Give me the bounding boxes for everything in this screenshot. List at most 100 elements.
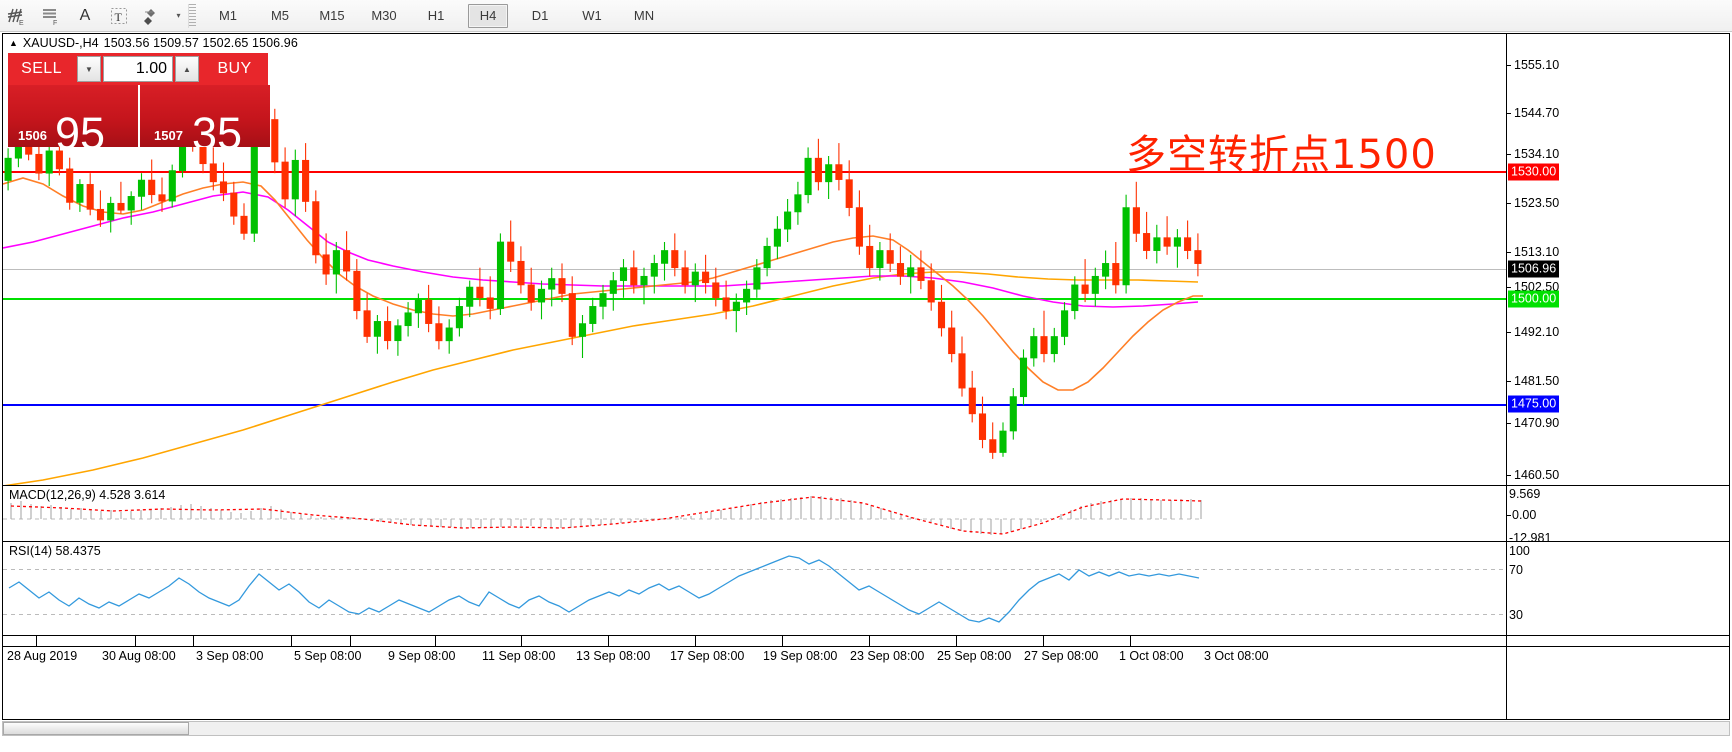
timeframe-d1[interactable]: D1 [531, 8, 549, 23]
rsi-axis[interactable]: 100 70 30 [1506, 542, 1729, 635]
price-pane[interactable]: 多空转折点1500 ▲ XAUUSD-,H4 1503.56 1509.57 1… [3, 34, 1729, 486]
bid-price-integer: 1506 [18, 128, 47, 143]
ask-price-integer: 1507 [154, 128, 183, 143]
volume-stepper[interactable]: ▼ 1.00 ▲ [75, 53, 201, 85]
price-tick: 1470.90 [1507, 416, 1559, 430]
sell-button[interactable]: SELL [8, 53, 75, 85]
volume-input[interactable]: 1.00 [103, 56, 173, 82]
time-label: 27 Sep 08:00 [1024, 649, 1099, 663]
timeframe-w1[interactable]: W1 [582, 8, 602, 23]
text-object-icon[interactable]: T [102, 1, 136, 30]
collapse-triangle-icon[interactable]: ▲ [9, 37, 18, 48]
macd-tick: 0.00 [1507, 508, 1536, 522]
time-separator [291, 636, 292, 647]
scrollbar-thumb[interactable] [3, 722, 189, 735]
time-separator [608, 636, 609, 647]
text-label-icon[interactable]: A [79, 6, 91, 24]
indicators-icon[interactable] [136, 1, 170, 30]
rsi-plot[interactable]: RSI(14) 58.4375 [3, 542, 1506, 635]
rsi-tick: 70 [1509, 563, 1523, 577]
main-toolbar: E F A T ▾ M1 M5 M15 M30 H1 H4 [0, 0, 1732, 32]
ma-slow-line [4, 271, 1199, 485]
svg-text:E: E [19, 20, 24, 27]
level-tag-1475[interactable]: 1475.00 [1508, 395, 1560, 413]
symbol-label: XAUUSD-,H4 [22, 36, 99, 50]
status-bar [0, 737, 1732, 752]
time-label: 30 Aug 08:00 [102, 649, 176, 663]
time-separator [1130, 636, 1131, 647]
horizontal-scrollbar[interactable] [2, 721, 1730, 736]
macd-tick: -12.981 [1509, 531, 1552, 542]
support-line-1475[interactable] [3, 404, 1506, 406]
bid-price-display[interactable]: 1506 95 [8, 85, 138, 147]
time-label: 1 Oct 08:00 [1119, 649, 1184, 663]
dropdown-arrow-icon[interactable]: ▾ [176, 11, 181, 20]
time-separator [350, 636, 351, 647]
bid-price-decimals: 95 [55, 108, 106, 147]
volume-increase-button[interactable]: ▲ [175, 56, 199, 82]
macd-plot[interactable]: MACD(12,26,9) 4.528 3.614 [3, 486, 1506, 541]
timeframe-h1[interactable]: H1 [427, 8, 445, 23]
price-tick: 1460.50 [1507, 468, 1559, 482]
time-label: 3 Oct 08:00 [1204, 649, 1269, 663]
ask-price-display[interactable]: 1507 35 [140, 85, 270, 147]
one-click-trading-panel[interactable]: SELL ▼ 1.00 ▲ BUY 1506 95 1507 35 [8, 53, 270, 153]
price-tick: 1523.50 [1507, 196, 1559, 210]
time-label: 13 Sep 08:00 [576, 649, 651, 663]
macd-pane[interactable]: MACD(12,26,9) 4.528 3.614 9.569 0.00 -12… [3, 486, 1729, 542]
time-axis-pane[interactable]: 28 Aug 2019 30 Aug 08:00 3 Sep 08:00 5 S… [3, 636, 1729, 719]
time-separator [695, 636, 696, 647]
timeframe-h4[interactable]: H4 [468, 3, 508, 28]
price-tick: 1492.10 [1507, 325, 1559, 339]
ohlc-candles [4, 70, 1202, 459]
rsi-series [8, 555, 1200, 623]
octp-top-row: SELL ▼ 1.00 ▲ BUY [8, 53, 270, 85]
chart-annotation-text[interactable]: 多空转折点1500 [1126, 132, 1437, 178]
time-separator [135, 636, 136, 647]
time-label: 23 Sep 08:00 [850, 649, 925, 663]
rsi-tick: 100 [1509, 544, 1530, 558]
time-label: 9 Sep 08:00 [388, 649, 456, 663]
time-separator [1043, 636, 1044, 647]
macd-title[interactable]: MACD(12,26,9) 4.528 3.614 [9, 488, 166, 502]
time-separator [193, 636, 194, 647]
macd-axis[interactable]: 9.569 0.00 -12.981 [1506, 486, 1729, 541]
time-label: 19 Sep 08:00 [763, 649, 838, 663]
price-tick: 1534.10 [1507, 147, 1559, 161]
timeframe-m5[interactable]: M5 [270, 8, 290, 23]
timeframe-mn[interactable]: MN [633, 8, 655, 23]
time-axis-corner [1506, 636, 1729, 719]
volume-decrease-button[interactable]: ▼ [77, 56, 101, 82]
rsi-tick: 30 [1509, 608, 1523, 622]
time-separator [435, 636, 436, 647]
level-tag-1530[interactable]: 1530.00 [1508, 163, 1560, 181]
time-label: 17 Sep 08:00 [670, 649, 745, 663]
chart-window[interactable]: 多空转折点1500 ▲ XAUUSD-,H4 1503.56 1509.57 1… [2, 33, 1730, 720]
toolbar-grip[interactable] [188, 3, 196, 28]
timeframe-m1[interactable]: M1 [218, 8, 238, 23]
timeframe-m30[interactable]: M30 [371, 8, 397, 23]
chart-symbol-header: ▲ XAUUSD-,H4 1503.56 1509.57 1502.65 150… [9, 36, 298, 50]
rsi-pane[interactable]: RSI(14) 58.4375 100 70 30 [3, 542, 1729, 636]
time-label: 25 Sep 08:00 [937, 649, 1012, 663]
macd-series [3, 496, 1203, 535]
ma-medium-line [3, 191, 1199, 308]
price-tick: 1544.70 [1507, 106, 1559, 120]
price-axis[interactable]: 1555.10 1544.70 1534.10 1523.50 1513.10 … [1506, 34, 1729, 485]
buy-button[interactable]: BUY [201, 53, 268, 85]
resistance-line-1530[interactable] [3, 171, 1506, 173]
time-label: 3 Sep 08:00 [196, 649, 264, 663]
time-separator [36, 636, 37, 647]
pivot-line-1500[interactable] [3, 298, 1506, 300]
timeframe-m15[interactable]: M15 [319, 8, 345, 23]
level-tag-1500[interactable]: 1500.00 [1508, 290, 1560, 308]
grid-template-icon[interactable]: F [34, 1, 68, 30]
rsi-title[interactable]: RSI(14) 58.4375 [9, 544, 101, 558]
price-plot[interactable]: 多空转折点1500 [3, 34, 1506, 485]
time-separator [869, 636, 870, 647]
rsi-oversold-line [3, 614, 1506, 615]
new-chart-icon[interactable]: E [0, 1, 34, 30]
time-separator [956, 636, 957, 647]
ask-price-decimals: 35 [192, 108, 243, 147]
octp-price-row: 1506 95 1507 35 [8, 85, 270, 147]
